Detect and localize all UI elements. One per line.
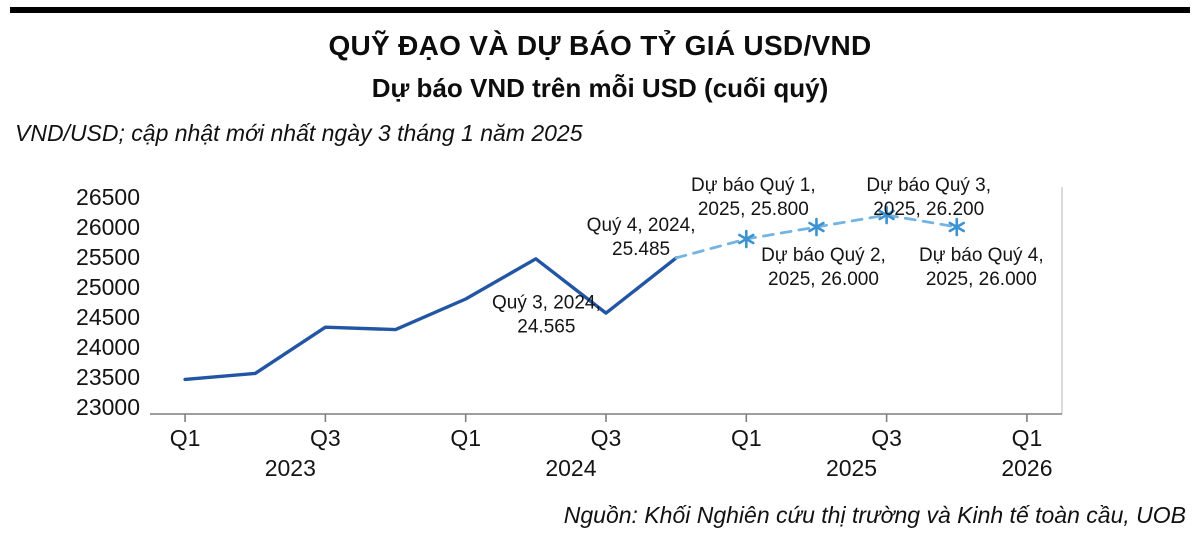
y-axis-label: 23500 [76,364,140,390]
data-annotation: Quý 4, 2024, 25.485 [587,215,696,260]
y-axis-label: 26000 [76,214,140,240]
forecast-marker [948,217,965,237]
axis-unit-note: VND/USD; cập nhật mới nhất ngày 3 tháng … [15,120,583,146]
x-axis-label: Q1 [170,425,201,451]
forecast-marker [878,205,895,225]
data-annotation: Quý 3, 2024, 24.565 [492,292,601,337]
data-annotation-line: 2025, 26.200 [873,199,984,220]
data-annotation: Dự báo Quý 1, 2025, 25.800 [691,175,816,220]
x-axis-year-label: 2026 [1001,455,1052,481]
y-axis-label: 24000 [76,334,140,360]
data-annotation-line: Quý 4, 2024, [587,215,696,236]
y-axis-label: 26500 [76,184,140,210]
y-axis-label: 23000 [76,394,140,420]
data-annotation: Dự báo Quý 4, 2025, 26.000 [919,245,1044,290]
x-axis-label: Q1 [1012,425,1043,451]
data-annotation-line: Dự báo Quý 4, [919,245,1044,266]
history-line [183,256,678,382]
x-axis-label: Q1 [731,425,762,451]
y-axis-label: 25500 [76,244,140,270]
data-annotation-line: 2025, 26.000 [768,269,879,290]
data-annotation-line: 24.565 [517,316,575,337]
x-axis-labels: Q1 Q3 Q1 Q3 Q1 Q3 Q1 2023 2024 2025 2026 [170,414,1053,481]
data-annotation-line: Dự báo Quý 3, [866,175,991,196]
data-annotation-line: 2025, 25.800 [698,199,809,220]
x-axis-year-label: 2024 [545,455,596,481]
chart-subtitle: Dự báo VND trên mỗi USD (cuối quý) [371,73,829,103]
data-annotation-line: Dự báo Quý 1, [691,175,816,196]
y-axis-label: 25000 [76,274,140,300]
y-axis-labels: 26500 26000 25500 25000 24500 24000 23500 23000 [76,184,140,420]
chart-title: QUỸ ĐẠO VÀ DỰ BÁO TỶ GIÁ USD/VND [328,30,872,61]
data-annotation: Dự báo Quý 2, 2025, 26.000 [761,245,886,290]
source-note: Nguồn: Khối Nghiên cứu thị trường và Kin… [563,502,1186,528]
x-axis-label: Q3 [871,425,902,451]
x-axis-year-label: 2025 [826,455,877,481]
data-annotation-line: Dự báo Quý 2, [761,245,886,266]
y-axis-label: 24500 [76,304,140,330]
top-divider [10,7,1190,13]
data-annotation-line: Quý 3, 2024, [492,292,601,313]
forecast-marker [738,229,755,249]
data-annotation-line: 25.485 [612,239,670,260]
data-annotation: Dự báo Quý 3, 2025, 26.200 [866,175,991,220]
x-axis-label: Q3 [310,425,341,451]
x-axis-label: Q1 [450,425,481,451]
x-axis-year-label: 2023 [265,455,316,481]
data-annotation-line: 2025, 26.000 [926,269,1037,290]
x-axis-label: Q3 [591,425,622,451]
forecast-marker [808,217,825,237]
